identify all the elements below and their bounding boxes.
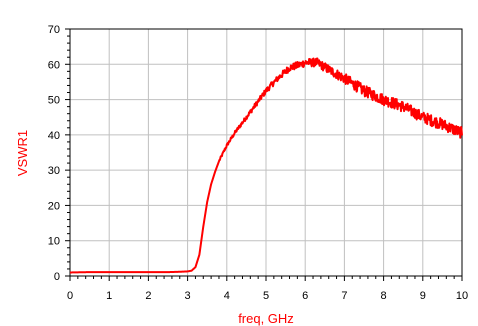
y-tick-labels: 0 10 20 30 40 50 60 70 — [48, 24, 60, 283]
y-tick-label: 0 — [54, 271, 60, 283]
x-tick-labels: 0 1 2 3 4 5 6 7 8 9 10 — [67, 290, 468, 302]
y-tick-label: 60 — [48, 59, 60, 71]
x-tick-label: 9 — [420, 290, 426, 302]
x-tick-label: 8 — [381, 290, 387, 302]
vswr-series-line — [69, 57, 463, 274]
y-tick-label: 50 — [48, 95, 60, 107]
x-tick-label: 3 — [185, 290, 191, 302]
x-tick-label: 10 — [456, 290, 468, 302]
y-tick-label: 30 — [48, 165, 60, 177]
y-tick-label: 40 — [48, 130, 60, 142]
grid — [70, 29, 462, 276]
axis-ticks — [65, 28, 463, 281]
x-tick-label: 2 — [145, 290, 151, 302]
x-tick-label: 1 — [106, 290, 112, 302]
x-tick-label: 5 — [263, 290, 269, 302]
y-tick-label: 10 — [48, 236, 60, 248]
y-tick-label: 70 — [48, 24, 60, 36]
x-tick-label: 4 — [224, 290, 230, 302]
x-tick-label: 7 — [341, 290, 347, 302]
x-tick-label: 0 — [67, 290, 73, 302]
series-layer — [69, 57, 463, 274]
y-axis-label: VSWR1 — [15, 130, 30, 176]
x-tick-label: 6 — [302, 290, 308, 302]
x-axis-label: freq, GHz — [238, 311, 294, 326]
y-tick-label: 20 — [48, 200, 60, 212]
